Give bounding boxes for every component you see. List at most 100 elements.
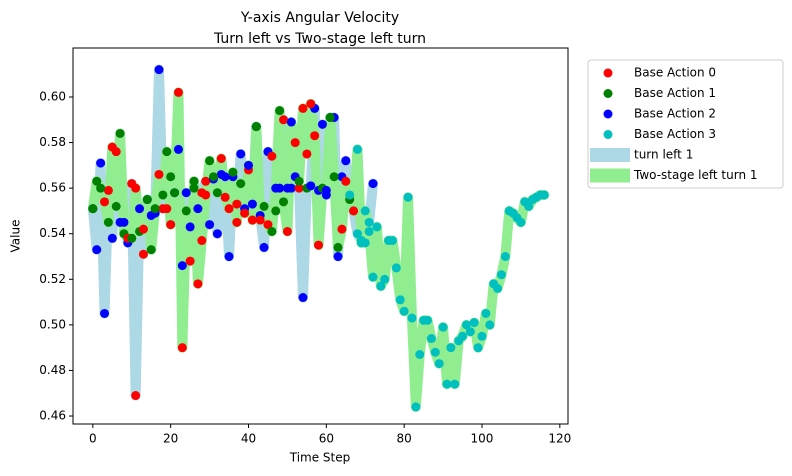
data-point [345,190,355,200]
data-point [177,343,187,353]
data-point [294,183,304,193]
data-point [205,156,215,166]
data-point [275,106,285,116]
data-point [290,138,300,148]
data-point [271,206,281,216]
data-point [107,233,117,243]
chart-subtitle: Turn left vs Two-stage left turn [213,31,426,47]
data-point [135,204,145,214]
x-tick-label: 80 [397,432,412,446]
data-point [438,322,448,332]
legend-label: Two-stage left turn 1 [633,168,758,182]
data-point [232,217,242,227]
data-point [100,197,110,207]
data-point [119,217,129,227]
legend-label: turn left 1 [634,148,693,162]
data-point [271,183,281,193]
data-point [131,183,141,193]
data-point [189,176,199,186]
data-point [103,185,113,195]
data-point [349,206,359,216]
data-point [415,349,425,359]
legend-marker [603,89,613,98]
data-point [473,343,483,353]
data-point [423,315,433,325]
data-point [158,190,168,200]
legend-marker [603,130,613,139]
data-point [434,359,444,369]
data-point [240,208,250,218]
legend-marker [603,109,613,119]
data-point [337,224,347,234]
data-point [185,256,195,266]
y-tick-label: 0.54 [39,226,66,240]
data-point [430,347,440,357]
data-point [380,274,390,284]
x-tick-label: 100 [471,432,494,446]
data-point [426,334,436,344]
x-tick-label: 60 [319,432,334,446]
data-point [465,327,475,337]
y-tick-label: 0.58 [39,135,66,149]
x-tick-label: 40 [241,432,256,446]
data-point [131,391,141,401]
data-point [181,188,191,198]
data-point [181,206,191,216]
data-point [411,402,421,412]
data-point [228,167,238,177]
data-point [244,160,254,170]
y-tick-label: 0.48 [39,363,66,377]
data-point [201,190,211,200]
x-axis-label: Time Step [289,451,351,465]
data-point [189,183,199,193]
data-point [205,220,215,230]
data-point [251,122,261,132]
data-point [224,252,234,262]
data-point [166,172,176,182]
data-point [142,195,152,205]
legend-box [587,59,784,189]
data-point [247,215,257,225]
data-point [298,293,308,303]
data-point [341,176,351,186]
data-point [321,185,331,195]
legend-label: Base Action 2 [634,107,716,121]
data-point [212,188,222,198]
data-point [193,279,203,289]
data-point [356,238,366,248]
data-point [255,215,265,225]
data-point [263,220,273,230]
data-point [236,179,246,189]
data-point [364,217,374,227]
data-point [446,343,456,353]
data-point [395,295,405,305]
data-point [96,183,106,193]
data-point [173,87,183,97]
data-point [166,220,176,230]
data-point [267,226,277,236]
data-point [496,270,506,280]
plot-frame [72,47,569,425]
data-point [372,222,382,232]
data-point [170,188,180,198]
data-point [185,222,195,232]
legend-label: Base Action 0 [634,66,716,80]
data-point [286,183,296,193]
data-point [302,149,312,159]
data-point [329,172,339,182]
data-point [236,149,246,159]
data-point [154,65,164,75]
data-point [201,176,211,186]
data-point [407,313,417,323]
chart-title: Y-axis Angular Velocity [240,10,399,26]
y-tick-label: 0.46 [39,409,66,423]
data-point [469,318,479,328]
data-point [352,144,362,154]
y-tick-label: 0.50 [39,317,66,331]
data-point [364,226,374,236]
data-point [294,176,304,186]
data-point [162,204,172,214]
data-point [107,142,117,152]
data-point [103,217,113,227]
